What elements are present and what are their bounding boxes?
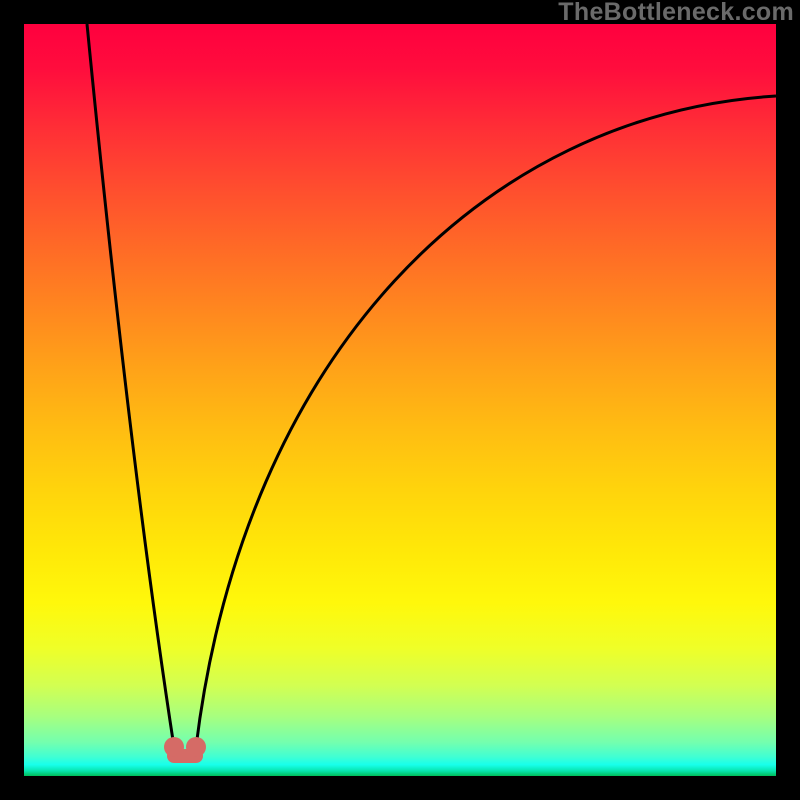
- trough-marker-right: [186, 737, 206, 757]
- watermark-text: TheBottleneck.com: [558, 0, 794, 27]
- trough-marker-left: [164, 737, 184, 757]
- chart-container: TheBottleneck.com: [0, 0, 800, 800]
- curve-layer: [24, 24, 776, 776]
- plot-area: [24, 24, 776, 776]
- curve-left-branch: [87, 24, 174, 747]
- curve-right-branch: [196, 96, 776, 747]
